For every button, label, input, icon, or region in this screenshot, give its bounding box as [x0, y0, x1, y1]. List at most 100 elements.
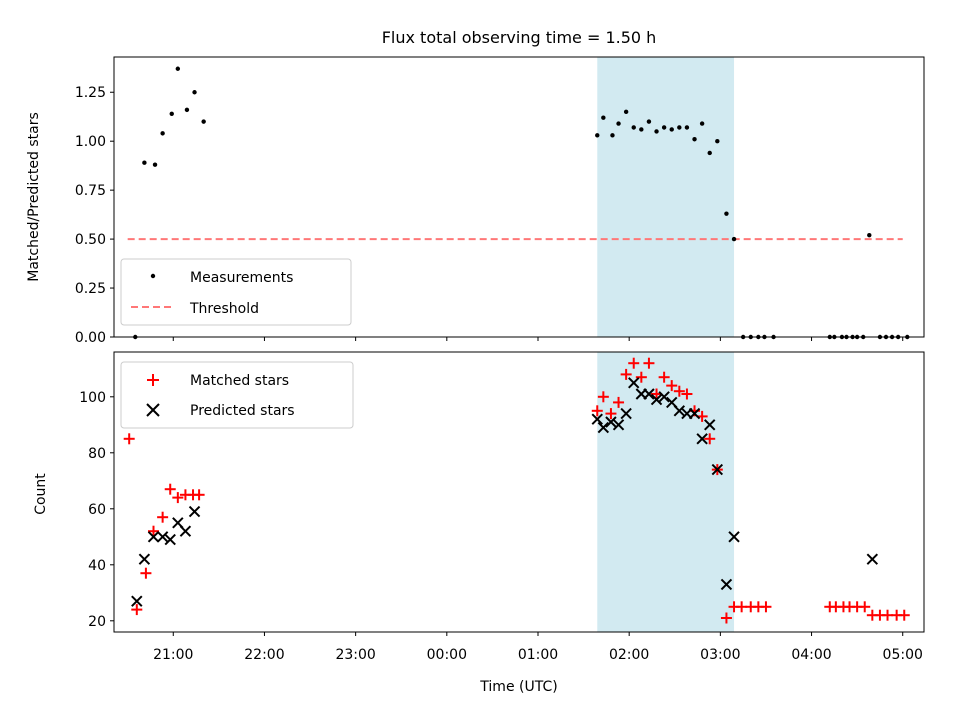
bottom-ytick-label: 100 — [79, 390, 106, 406]
top-ytick-label: 0.00 — [75, 330, 106, 346]
matched-star-point — [673, 385, 685, 397]
predicted-star-point — [658, 391, 670, 403]
measurement-point — [646, 119, 652, 124]
predicted-star-point — [688, 407, 701, 420]
measurement-point — [160, 131, 165, 136]
predicted-star-point — [156, 531, 169, 543]
bottom-ytick-label: 40 — [88, 558, 106, 574]
top-plot-frame — [113, 56, 925, 338]
measurement-point — [867, 232, 872, 238]
legend-predicted-marker — [146, 403, 160, 417]
predicted-star-point — [866, 553, 879, 565]
measurement-point — [677, 125, 682, 130]
matched-star-point — [193, 489, 205, 501]
bottom-ytick-label: 20 — [88, 614, 106, 630]
matched-star-point — [605, 408, 617, 420]
matched-star-point — [591, 405, 603, 417]
measurement-point — [184, 107, 190, 113]
x-axis-label: Time (UTC) — [479, 679, 557, 695]
matched-star-point — [140, 567, 152, 579]
predicted-star-point — [147, 531, 160, 543]
measurement-point — [707, 150, 712, 156]
predicted-star-point — [704, 419, 716, 431]
predicted-star-point — [179, 525, 192, 537]
top-ytick-label: 0.50 — [75, 232, 106, 248]
predicted-star-point — [605, 416, 617, 428]
matched-star-point — [131, 604, 143, 616]
matched-star-point — [859, 601, 871, 613]
xtick-label: 21:00 — [153, 647, 193, 663]
bottom-y-axis-label: Count — [33, 473, 49, 515]
legend-measurements-marker — [150, 273, 156, 279]
measurement-point — [661, 125, 667, 130]
matched-star-point — [720, 612, 732, 624]
bottom-legend-box — [120, 361, 354, 429]
matched-star-point — [620, 368, 632, 380]
chart-title: Flux total observing time = 1.50 h — [382, 28, 657, 47]
legend-predicted-label: Predicted stars — [190, 403, 295, 419]
matched-star-point — [760, 601, 772, 613]
measurement-point — [169, 111, 174, 116]
matched-star-point — [597, 391, 609, 403]
xtick-label: 02:00 — [609, 647, 649, 663]
measurement-point — [201, 119, 206, 124]
predicted-star-point — [720, 578, 733, 591]
legend-matched-label: Matched stars — [190, 373, 289, 389]
measurement-point — [654, 129, 659, 134]
top-legend-box — [120, 258, 352, 326]
matched-star-point — [628, 357, 640, 369]
matched-star-point — [148, 525, 160, 537]
matched-star-point — [157, 511, 169, 523]
predicted-star-point — [711, 463, 724, 476]
bottom-ytick-label: 60 — [88, 502, 106, 518]
predicted-star-point — [728, 531, 740, 543]
bottom-panel: 20 40 60 80 100 21:00 22:00 23:00 00:00 01:00 02:… — [33, 351, 925, 695]
measurement-point — [669, 127, 674, 132]
predicted-star-point — [131, 595, 143, 607]
predicted-star-point — [612, 419, 625, 431]
predicted-star-point — [696, 433, 708, 445]
measurement-point — [699, 121, 705, 126]
measurement-point — [175, 66, 181, 71]
measurement-point — [692, 137, 697, 142]
measurement-point — [724, 211, 729, 216]
measurement-point — [595, 133, 600, 138]
xtick-label: 22:00 — [244, 647, 284, 663]
legend-measurements-label: Measurements — [190, 270, 293, 286]
xtick-label: 00:00 — [427, 647, 467, 663]
matched-star-point — [635, 371, 647, 383]
measurement-point — [639, 127, 644, 132]
xtick-label: 23:00 — [335, 647, 375, 663]
measurement-point — [731, 236, 737, 242]
legend-threshold-label: Threshold — [189, 301, 259, 317]
top-ytick-label: 1.00 — [75, 134, 106, 150]
predicted-star-point — [164, 533, 176, 546]
predicted-star-point — [650, 393, 663, 406]
matched-star-point — [613, 396, 625, 408]
observing-span-top — [597, 57, 735, 337]
top-legend: Measurements Threshold — [120, 258, 352, 326]
measurement-point — [631, 125, 636, 130]
measurement-point — [715, 138, 720, 144]
top-ytick-label: 1.25 — [75, 85, 106, 101]
measurement-point — [152, 162, 158, 167]
measurement-point — [684, 125, 690, 130]
xtick-label: 03:00 — [700, 647, 740, 663]
predicted-star-point — [673, 405, 686, 417]
matched-star-point — [658, 371, 670, 383]
measurement-point — [192, 90, 197, 95]
matched-star-point — [172, 492, 184, 504]
xtick-label: 05:00 — [883, 647, 923, 663]
top-y-axis-label: Matched/Predicted stars — [26, 112, 42, 282]
measurement-point — [601, 115, 606, 120]
matched-star-point — [704, 433, 716, 445]
measurement-point — [623, 109, 629, 115]
predicted-star-point — [620, 407, 632, 420]
top-ytick-label: 0.25 — [75, 281, 106, 297]
measurement-point — [610, 133, 615, 138]
bottom-ytick-label: 80 — [88, 446, 106, 462]
top-panel: 0.00 0.25 0.50 0.75 1.00 1.25 Matched/Predict… — [26, 56, 925, 346]
matched-star-point — [681, 388, 693, 400]
top-ytick-label: 0.75 — [75, 183, 106, 199]
